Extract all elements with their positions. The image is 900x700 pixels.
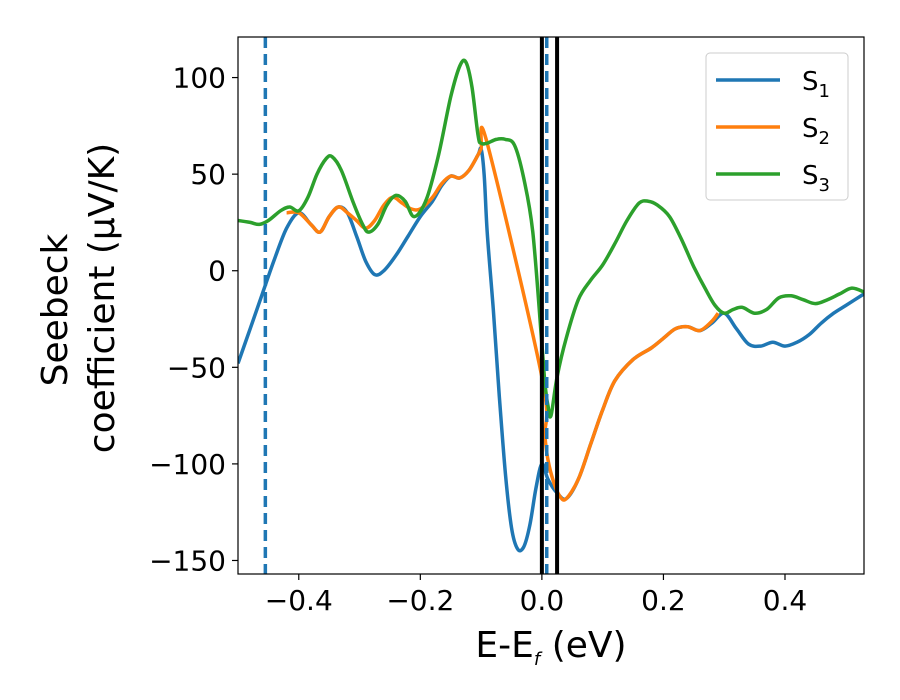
series-layer bbox=[238, 58, 864, 553]
y-tick-label: −100 bbox=[149, 448, 226, 481]
plot-frame bbox=[237, 36, 865, 575]
x-tick-label: 0.2 bbox=[641, 584, 686, 617]
series-line-s1 bbox=[238, 146, 864, 553]
series-line-s2 bbox=[286, 125, 720, 502]
legend-label-s2: S2 bbox=[802, 114, 830, 149]
legend: S1 S2 S3 bbox=[705, 52, 849, 201]
series-line-s3 bbox=[238, 58, 864, 419]
y-tick-label: −150 bbox=[149, 544, 226, 577]
x-tick-label: −0.2 bbox=[386, 584, 454, 617]
y-tick-label: 100 bbox=[173, 62, 226, 95]
x-tick-label: 0.0 bbox=[520, 584, 565, 617]
legend-label-s1: S1 bbox=[802, 67, 830, 102]
legend-label-s3: S3 bbox=[802, 161, 830, 196]
y-tick-label: 50 bbox=[190, 158, 226, 191]
y-ticks: −150 −100 −50 0 50 100 bbox=[149, 62, 238, 577]
x-tick-label: −0.4 bbox=[265, 584, 333, 617]
vline-layer bbox=[263, 37, 560, 574]
y-axis-label-line2: coefficient (μV/K) bbox=[82, 143, 123, 453]
x-axis-label: E-Ef (eV) bbox=[475, 625, 626, 670]
y-axis-label-line1: Seebeck bbox=[35, 233, 76, 386]
y-tick-label: −50 bbox=[167, 351, 226, 384]
x-tick-label: 0.4 bbox=[763, 584, 808, 617]
y-tick-label: 0 bbox=[208, 255, 226, 288]
x-ticks: −0.4 −0.2 0.0 0.2 0.4 bbox=[265, 574, 807, 617]
